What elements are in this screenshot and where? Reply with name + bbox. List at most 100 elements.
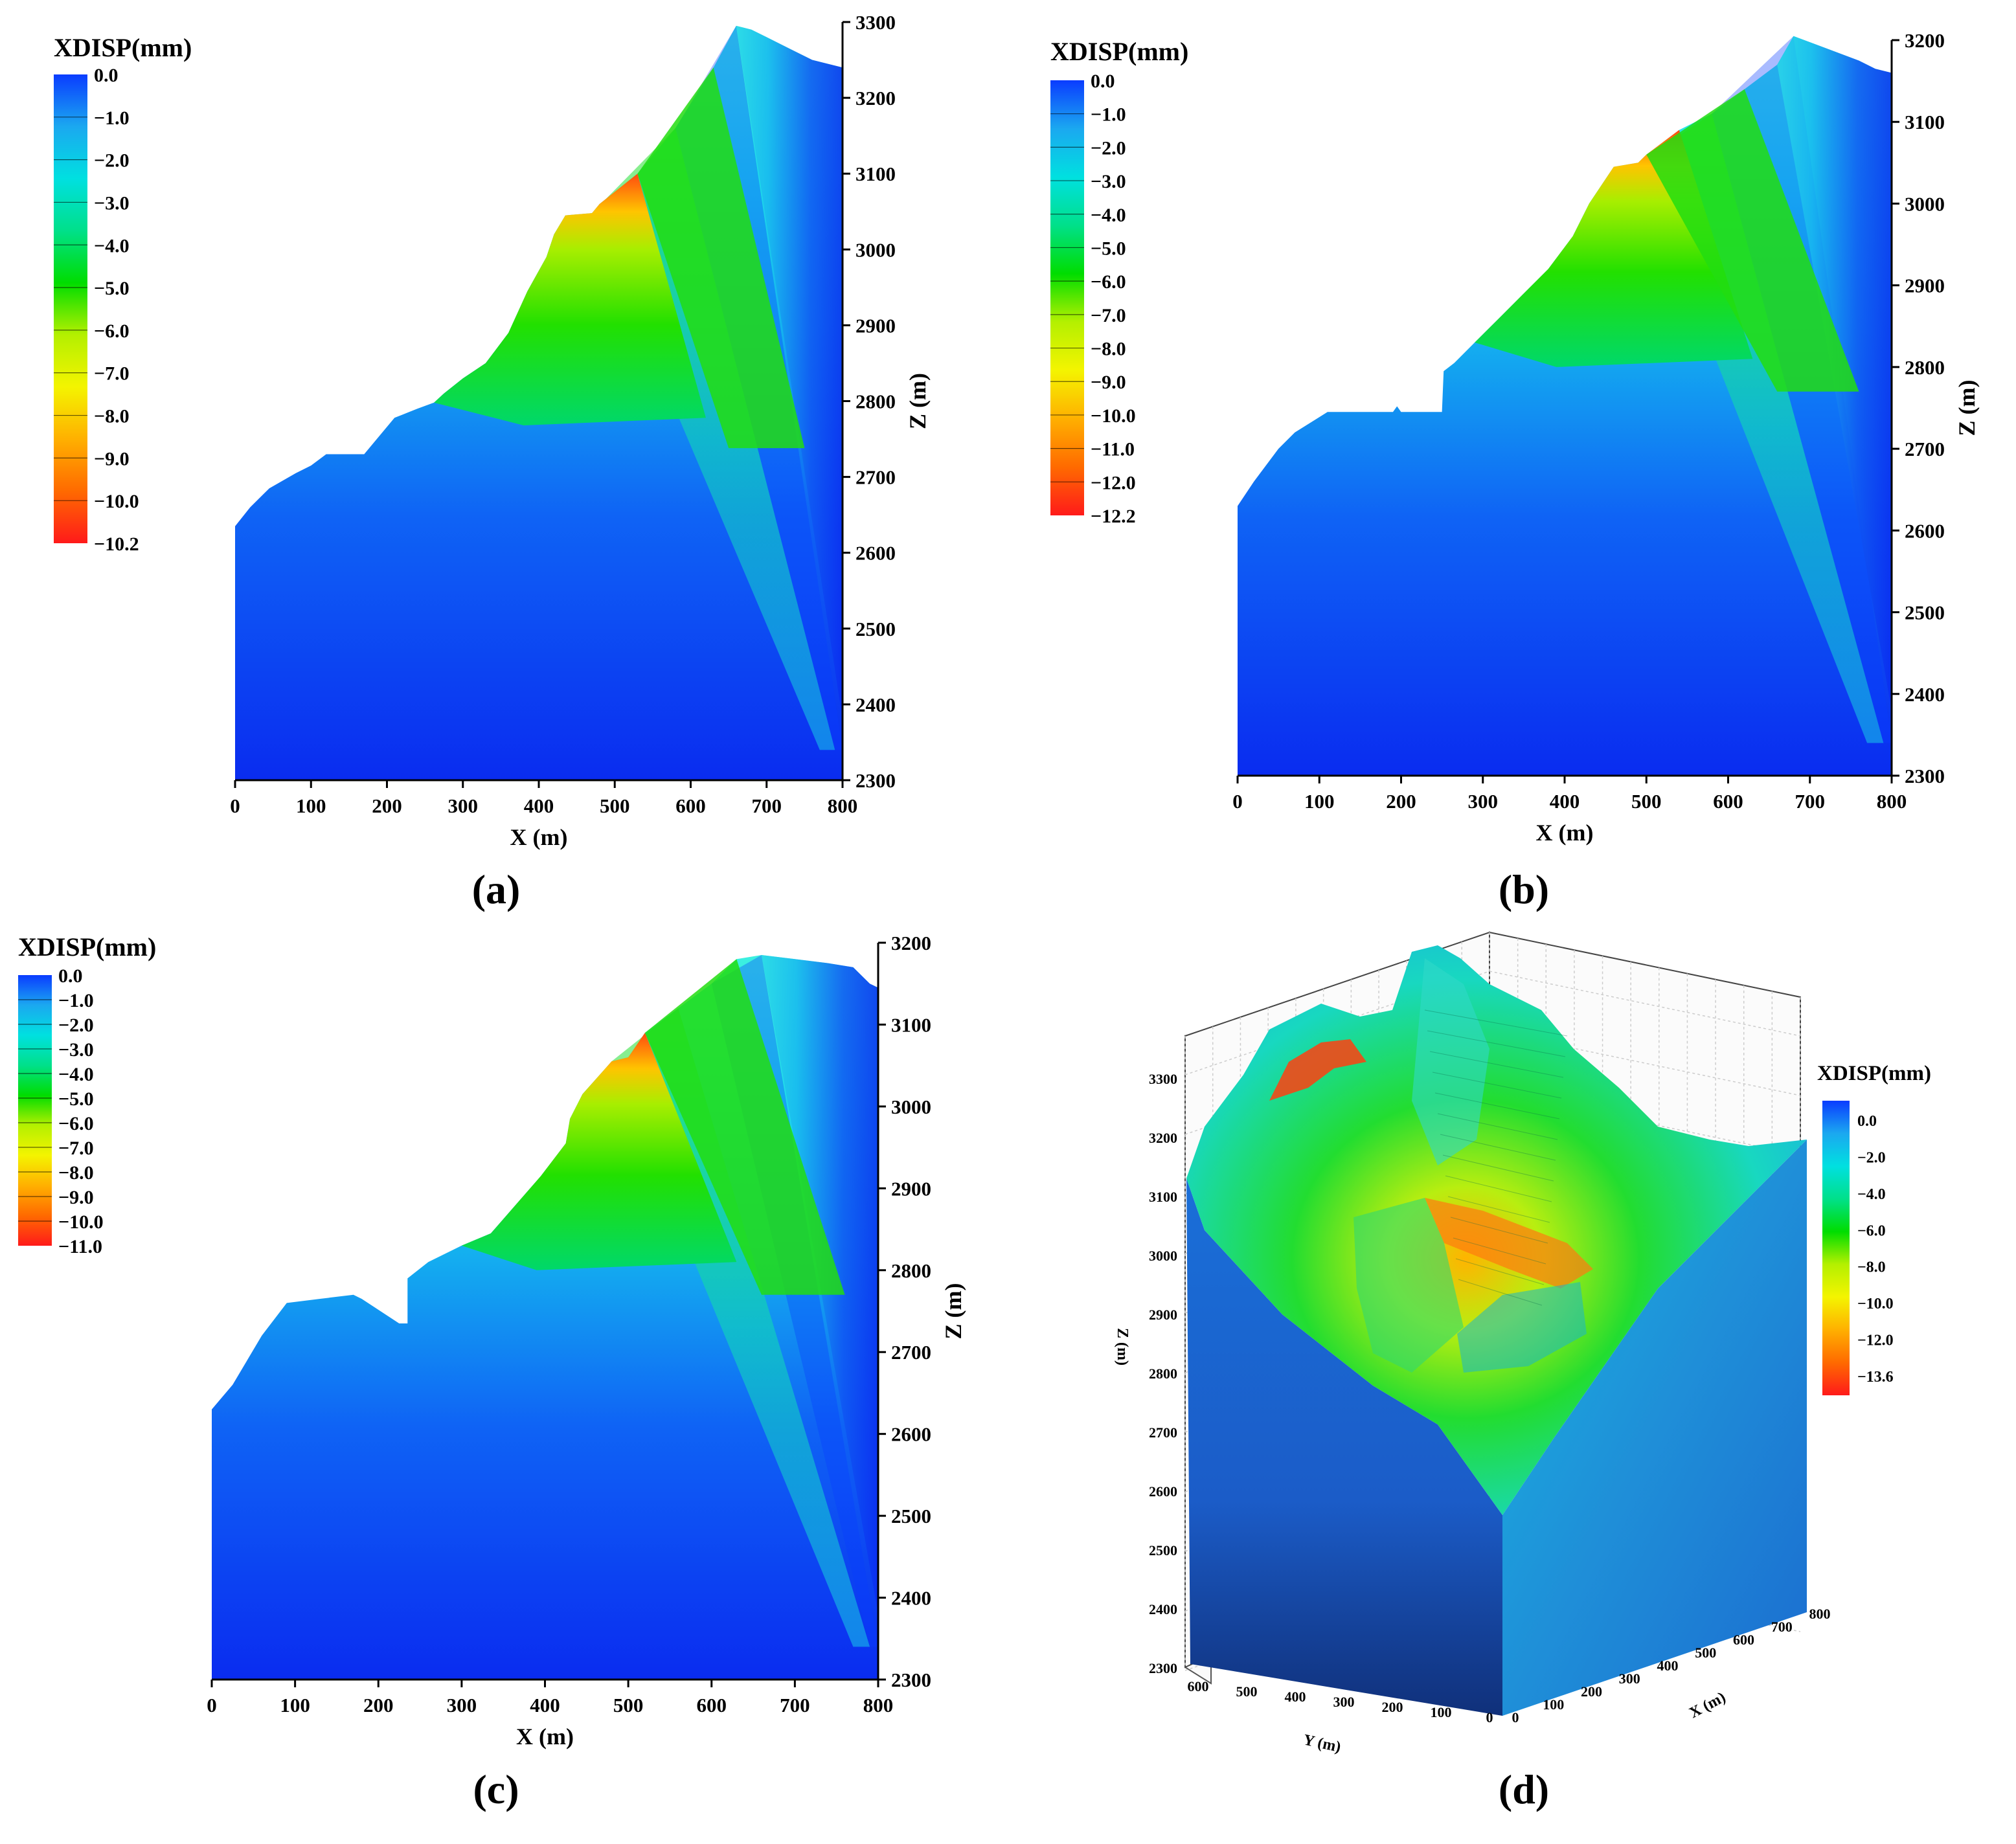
x-tick-label: 500 <box>613 1694 644 1716</box>
x-axis-b: 0 100 200 300 400 500 600 700 800 X (m) <box>1232 774 1907 846</box>
moving-wedge <box>637 67 805 449</box>
colorbar-tick-label: −4.0 <box>58 1064 94 1085</box>
3d-z-tick-label: 3200 <box>1149 1130 1177 1146</box>
x-axis-a: 0 100 200 300 400 500 600 700 800 X (m) <box>230 779 858 850</box>
colorbar-tick-label: −9.0 <box>94 448 130 469</box>
x-tick-label: 600 <box>1713 790 1743 813</box>
3d-z-tick-label: 2400 <box>1149 1601 1177 1617</box>
moving-wedge <box>1646 89 1859 392</box>
colorbar-title-b: XDISP(mm) <box>1050 37 1188 66</box>
colorbar-title-c: XDISP(mm) <box>18 932 156 961</box>
colorbar-tick-label: −2.0 <box>58 1015 94 1036</box>
3d-x-tick-label: 300 <box>1619 1670 1640 1687</box>
colorbar-tick-label: −13.6 <box>1857 1369 1894 1386</box>
x-tick-label: 200 <box>372 794 402 817</box>
plot-area-b <box>1238 36 1892 776</box>
3d-slope-model <box>1186 945 1807 1716</box>
front-face <box>1186 1178 1502 1716</box>
3d-y-tick-label: 600 <box>1188 1678 1209 1694</box>
3d-z-tick-label: 3100 <box>1149 1189 1177 1205</box>
colorbar-tick-label: −11.0 <box>58 1236 102 1257</box>
3d-x-tick-label: 200 <box>1581 1683 1602 1700</box>
colorbar-gradient <box>18 975 52 1246</box>
z-tick-label: 2900 <box>855 314 896 337</box>
colorbar-gradient <box>54 74 87 543</box>
plot-area-c <box>212 954 878 1680</box>
z-tick-label: 2700 <box>855 466 896 489</box>
x-tick-label: 700 <box>1795 790 1826 813</box>
panel-a: XDISP(mm) 0.0 −1.0 −2.0 −3.0 −4.0 −5.0 −6.0 −7.… <box>54 11 931 912</box>
colorbar-tick-label: −10.0 <box>1091 405 1136 427</box>
colorbar-tick-label: −10.0 <box>94 491 139 512</box>
x-tick-label: 300 <box>447 1694 477 1716</box>
colorbar-d: 0.0 −2.0 −4.0 −6.0 −8.0 −10.0 −12.0 −13.6 <box>1822 1101 1894 1395</box>
z-tick-label: 3000 <box>1905 192 1945 215</box>
z-tick-label: 2500 <box>1905 602 1945 624</box>
colorbar-c: 0.0 −1.0 −2.0 −3.0 −4.0 −5.0 −6.0 −7.0 −8.0 −9.0 −… <box>18 965 104 1257</box>
x-tick-label: 400 <box>530 1694 560 1716</box>
colorbar-tick-label: −1.0 <box>1091 104 1126 126</box>
x-axis-c: 0 100 200 300 400 500 600 700 800 X (m) <box>207 1678 894 1749</box>
colorbar-tick-label: −7.0 <box>58 1138 94 1159</box>
colorbar-tick-label: 0.0 <box>94 65 119 86</box>
sliding-mass <box>461 1033 737 1270</box>
colorbar-tick-label: −6.0 <box>94 320 130 342</box>
z-tick-label: 2600 <box>891 1423 931 1446</box>
colorbar-tick-label: −7.0 <box>94 363 130 385</box>
x-axis-label: X (m) <box>510 824 568 850</box>
x-tick-label: 800 <box>863 1694 894 1716</box>
x-tick-label: 300 <box>448 794 479 817</box>
x-tick-label: 200 <box>363 1694 394 1716</box>
colorbar-tick-label: 0.0 <box>1857 1113 1877 1130</box>
colorbar-tick-label: −1.0 <box>94 107 130 129</box>
moving-wedge <box>644 959 845 1295</box>
colorbar-tick-label: −4.0 <box>1857 1186 1886 1203</box>
colorbar-tick-label: −2.0 <box>1091 137 1126 159</box>
3d-axis-ticks: 2300240025002600270028002900300031003200… <box>1114 1071 1831 1756</box>
colorbar-tick-label: −9.0 <box>1091 372 1126 393</box>
x-tick-label: 300 <box>1468 790 1499 813</box>
x-tick-label: 800 <box>828 794 858 817</box>
3d-x-tick-label: 800 <box>1809 1606 1831 1622</box>
z-tick-label: 2700 <box>891 1341 931 1364</box>
z-tick-label: 3200 <box>855 87 896 109</box>
colorbar-title-a: XDISP(mm) <box>54 33 192 62</box>
z-tick-label: 2400 <box>891 1587 931 1610</box>
z-tick-label: 2900 <box>891 1177 931 1200</box>
z-tick-label: 2400 <box>855 693 896 716</box>
x-tick-label: 600 <box>697 1694 727 1716</box>
z-tick-label: 3000 <box>855 238 896 261</box>
3d-x-tick-label: 600 <box>1733 1632 1754 1648</box>
x-tick-label: 0 <box>207 1694 217 1716</box>
z-tick-label: 3300 <box>855 11 896 34</box>
3d-z-tick-label: 3300 <box>1149 1071 1177 1087</box>
colorbar-tick-label: −10.0 <box>1857 1296 1894 1312</box>
x-tick-label: 400 <box>1550 790 1580 813</box>
bedrock-zone <box>736 25 843 720</box>
colorbar-tick-label: −10.2 <box>94 534 139 555</box>
3d-z-tick-label: 2900 <box>1149 1307 1177 1323</box>
z-tick-label: 2800 <box>891 1259 931 1282</box>
z-tick-label: 2500 <box>855 618 896 640</box>
x-tick-label: 0 <box>230 794 240 817</box>
colorbar-tick-label: −6.0 <box>1091 271 1126 293</box>
3d-y-tick-label: 200 <box>1382 1699 1403 1715</box>
z-tick-label: 2300 <box>891 1669 931 1691</box>
3d-z-tick-label: 2700 <box>1149 1424 1177 1441</box>
3d-y-tick-label: 100 <box>1431 1704 1452 1720</box>
x-tick-label: 500 <box>1631 790 1662 813</box>
3d-y-axis-label: Y (m) <box>1302 1731 1342 1756</box>
colorbar-tick-label: −10.0 <box>58 1211 104 1233</box>
3d-x-tick-label: 100 <box>1543 1696 1564 1713</box>
z-tick-label: 3000 <box>891 1096 931 1118</box>
x-tick-label: 600 <box>675 794 706 817</box>
3d-y-tick-label: 300 <box>1333 1694 1355 1710</box>
3d-x-tick-label: 400 <box>1657 1658 1679 1674</box>
colorbar-tick-label: −3.0 <box>94 192 130 214</box>
colorbar-tick-label: −11.0 <box>1091 439 1135 460</box>
colorbar-tick-label: −8.0 <box>1091 339 1126 360</box>
x-tick-label: 800 <box>1877 790 1907 813</box>
colorbar-tick-label: −12.0 <box>1091 472 1136 493</box>
colorbar-tick-label: −2.0 <box>1857 1149 1886 1166</box>
z-axis-b: 2300 2400 2500 2600 2700 2800 2900 3000 3100 3200… <box>1890 29 1980 787</box>
